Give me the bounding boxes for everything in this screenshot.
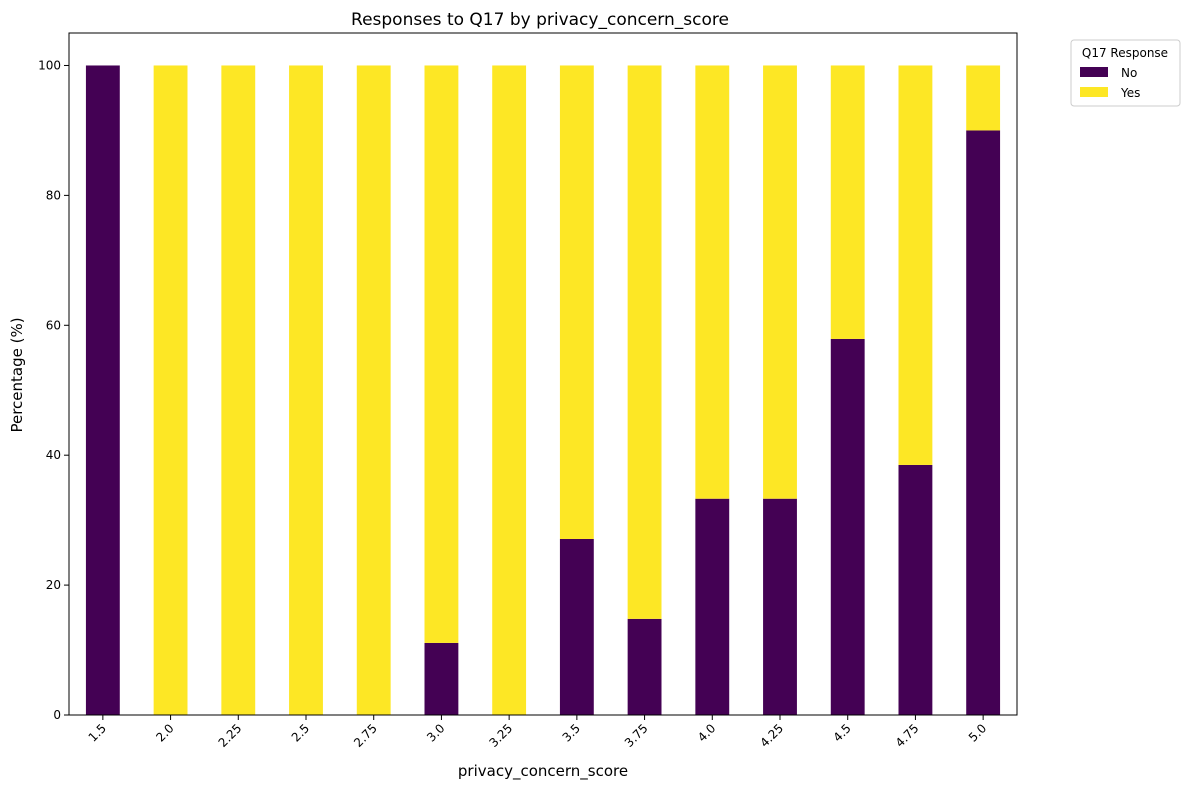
x-axis-label: privacy_concern_score <box>458 762 628 781</box>
y-ticks-group: 0 20 40 60 80 100 <box>38 58 69 722</box>
x-tick-label: 3.75 <box>622 721 651 750</box>
bar-yes-2.5 <box>289 65 323 715</box>
legend-swatch-yes <box>1080 87 1108 97</box>
y-axis-label: Percentage (%) <box>8 317 26 432</box>
x-tick-label: 2.25 <box>216 721 245 750</box>
bar-yes-4.75 <box>898 65 933 465</box>
chart-title: Responses to Q17 by privacy_concern_scor… <box>351 10 729 30</box>
bar-no-1.5 <box>85 65 120 715</box>
y-tick-label: 20 <box>46 578 61 592</box>
x-tick-label: 3.5 <box>560 721 583 744</box>
x-tick-label: 2.0 <box>153 721 176 744</box>
bar-yes-4.0 <box>695 65 730 499</box>
y-tick-label: 60 <box>46 318 61 332</box>
legend: Q17 Response No Yes <box>1070 39 1181 107</box>
bar-no-4.75 <box>898 464 933 715</box>
bar-yes-2.0 <box>153 65 188 715</box>
x-tick-label: 3.0 <box>424 721 447 744</box>
x-tick-label: 4.75 <box>893 721 922 750</box>
x-tick-label: 4.0 <box>695 721 718 744</box>
bar-no-3.75 <box>627 618 662 715</box>
y-tick-label: 100 <box>38 58 61 72</box>
x-tick-label: 1.5 <box>86 721 109 744</box>
x-tick-label: 4.5 <box>830 721 853 744</box>
x-tick-label: 4.25 <box>757 721 786 750</box>
bar-no-4.0 <box>695 498 730 715</box>
bar-no-4.5 <box>830 338 865 715</box>
bar-yes-2.75 <box>356 65 391 715</box>
bar-yes-3.75 <box>627 65 662 619</box>
bar-yes-3.25 <box>492 65 527 715</box>
legend-label-yes: Yes <box>1120 86 1140 100</box>
bar-no-3.0 <box>424 642 459 715</box>
x-tick-label: 2.5 <box>289 721 312 744</box>
y-tick-label: 0 <box>53 708 61 722</box>
bars-group <box>85 65 1001 715</box>
y-tick-label: 80 <box>46 188 61 202</box>
bar-yes-4.25 <box>763 65 797 499</box>
plot-area-frame <box>68 32 1018 716</box>
x-tick-label: 2.75 <box>351 721 380 750</box>
legend-title: Q17 Response <box>1082 46 1168 60</box>
bar-yes-5.0 <box>966 65 1001 131</box>
x-tick-label: 5.0 <box>966 721 989 744</box>
bar-no-3.5 <box>559 538 594 715</box>
y-tick-label: 40 <box>46 448 61 462</box>
legend-swatch-no <box>1080 67 1108 77</box>
bar-no-5.0 <box>966 130 1001 715</box>
x-tick-label: 3.25 <box>486 721 515 750</box>
bar-yes-2.25 <box>221 65 256 715</box>
x-ticks-group: 1.5 2.0 2.25 2.5 2.75 3.0 3.25 3.5 3.75 4.0 4.25 4.… <box>86 715 989 750</box>
bar-yes-3.5 <box>559 65 594 539</box>
bar-yes-4.5 <box>830 65 865 339</box>
legend-label-no: No <box>1121 66 1137 80</box>
bar-no-4.25 <box>763 498 797 715</box>
bar-yes-3.0 <box>424 65 459 643</box>
